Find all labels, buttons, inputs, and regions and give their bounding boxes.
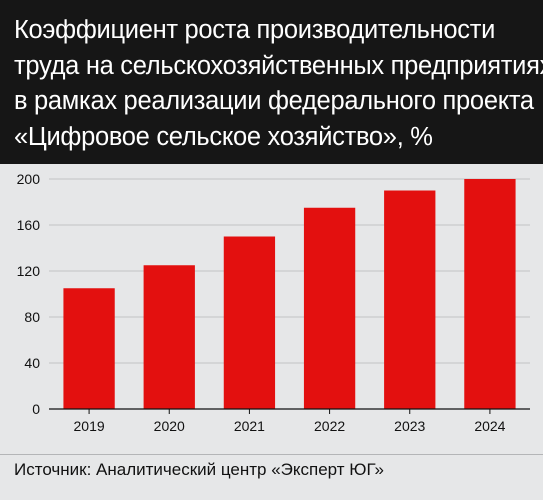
x-tick-label: 2023: [394, 418, 425, 434]
x-tick-label: 2024: [474, 418, 505, 434]
y-tick-label: 160: [17, 217, 41, 233]
bar-2019: [63, 288, 115, 409]
bar-2023: [384, 190, 436, 409]
source-note: Источник: Аналитический центр «Эксперт Ю…: [14, 460, 384, 479]
x-tick-label: 2020: [154, 418, 185, 434]
y-tick-label: 0: [32, 401, 40, 417]
bars: [63, 179, 516, 409]
x-tick-label: 2022: [314, 418, 345, 434]
title-line-2: труда на сельскохозяйственных предприяти…: [14, 51, 543, 80]
y-tick-label: 120: [17, 263, 41, 279]
x-tick-label: 2019: [74, 418, 105, 434]
chart-area: 0 40 80 120 160 200 2019 2020 2021 2022 2023 2024: [0, 164, 543, 454]
y-tick-label: 200: [17, 171, 41, 187]
x-tick-labels: 2019 2020 2021 2022 2023 2024: [74, 418, 506, 434]
y-tick-labels: 0 40 80 120 160 200: [17, 171, 41, 417]
title-line-1: Коэффициент роста производительности: [14, 16, 496, 44]
title-line-4: «Цифровое сельское хозяйство», %: [14, 122, 433, 151]
y-tick-label: 80: [24, 309, 40, 325]
footer-divider: [0, 454, 543, 455]
bar-2024: [464, 179, 516, 409]
bar-chart: 0 40 80 120 160 200 2019 2020 2021 2022 2023 2024: [17, 171, 530, 434]
gridlines: [49, 178, 530, 364]
axes: [49, 408, 530, 414]
bar-2022: [303, 207, 356, 409]
title-bar: Коэффициент роста производительности тру…: [0, 0, 543, 164]
bar-2021: [223, 236, 276, 409]
bar-2020: [143, 265, 195, 409]
y-tick-label: 40: [24, 355, 40, 371]
title-line-3: в рамках реализации федерального проекта: [14, 87, 534, 115]
x-tick-label: 2021: [234, 418, 265, 434]
